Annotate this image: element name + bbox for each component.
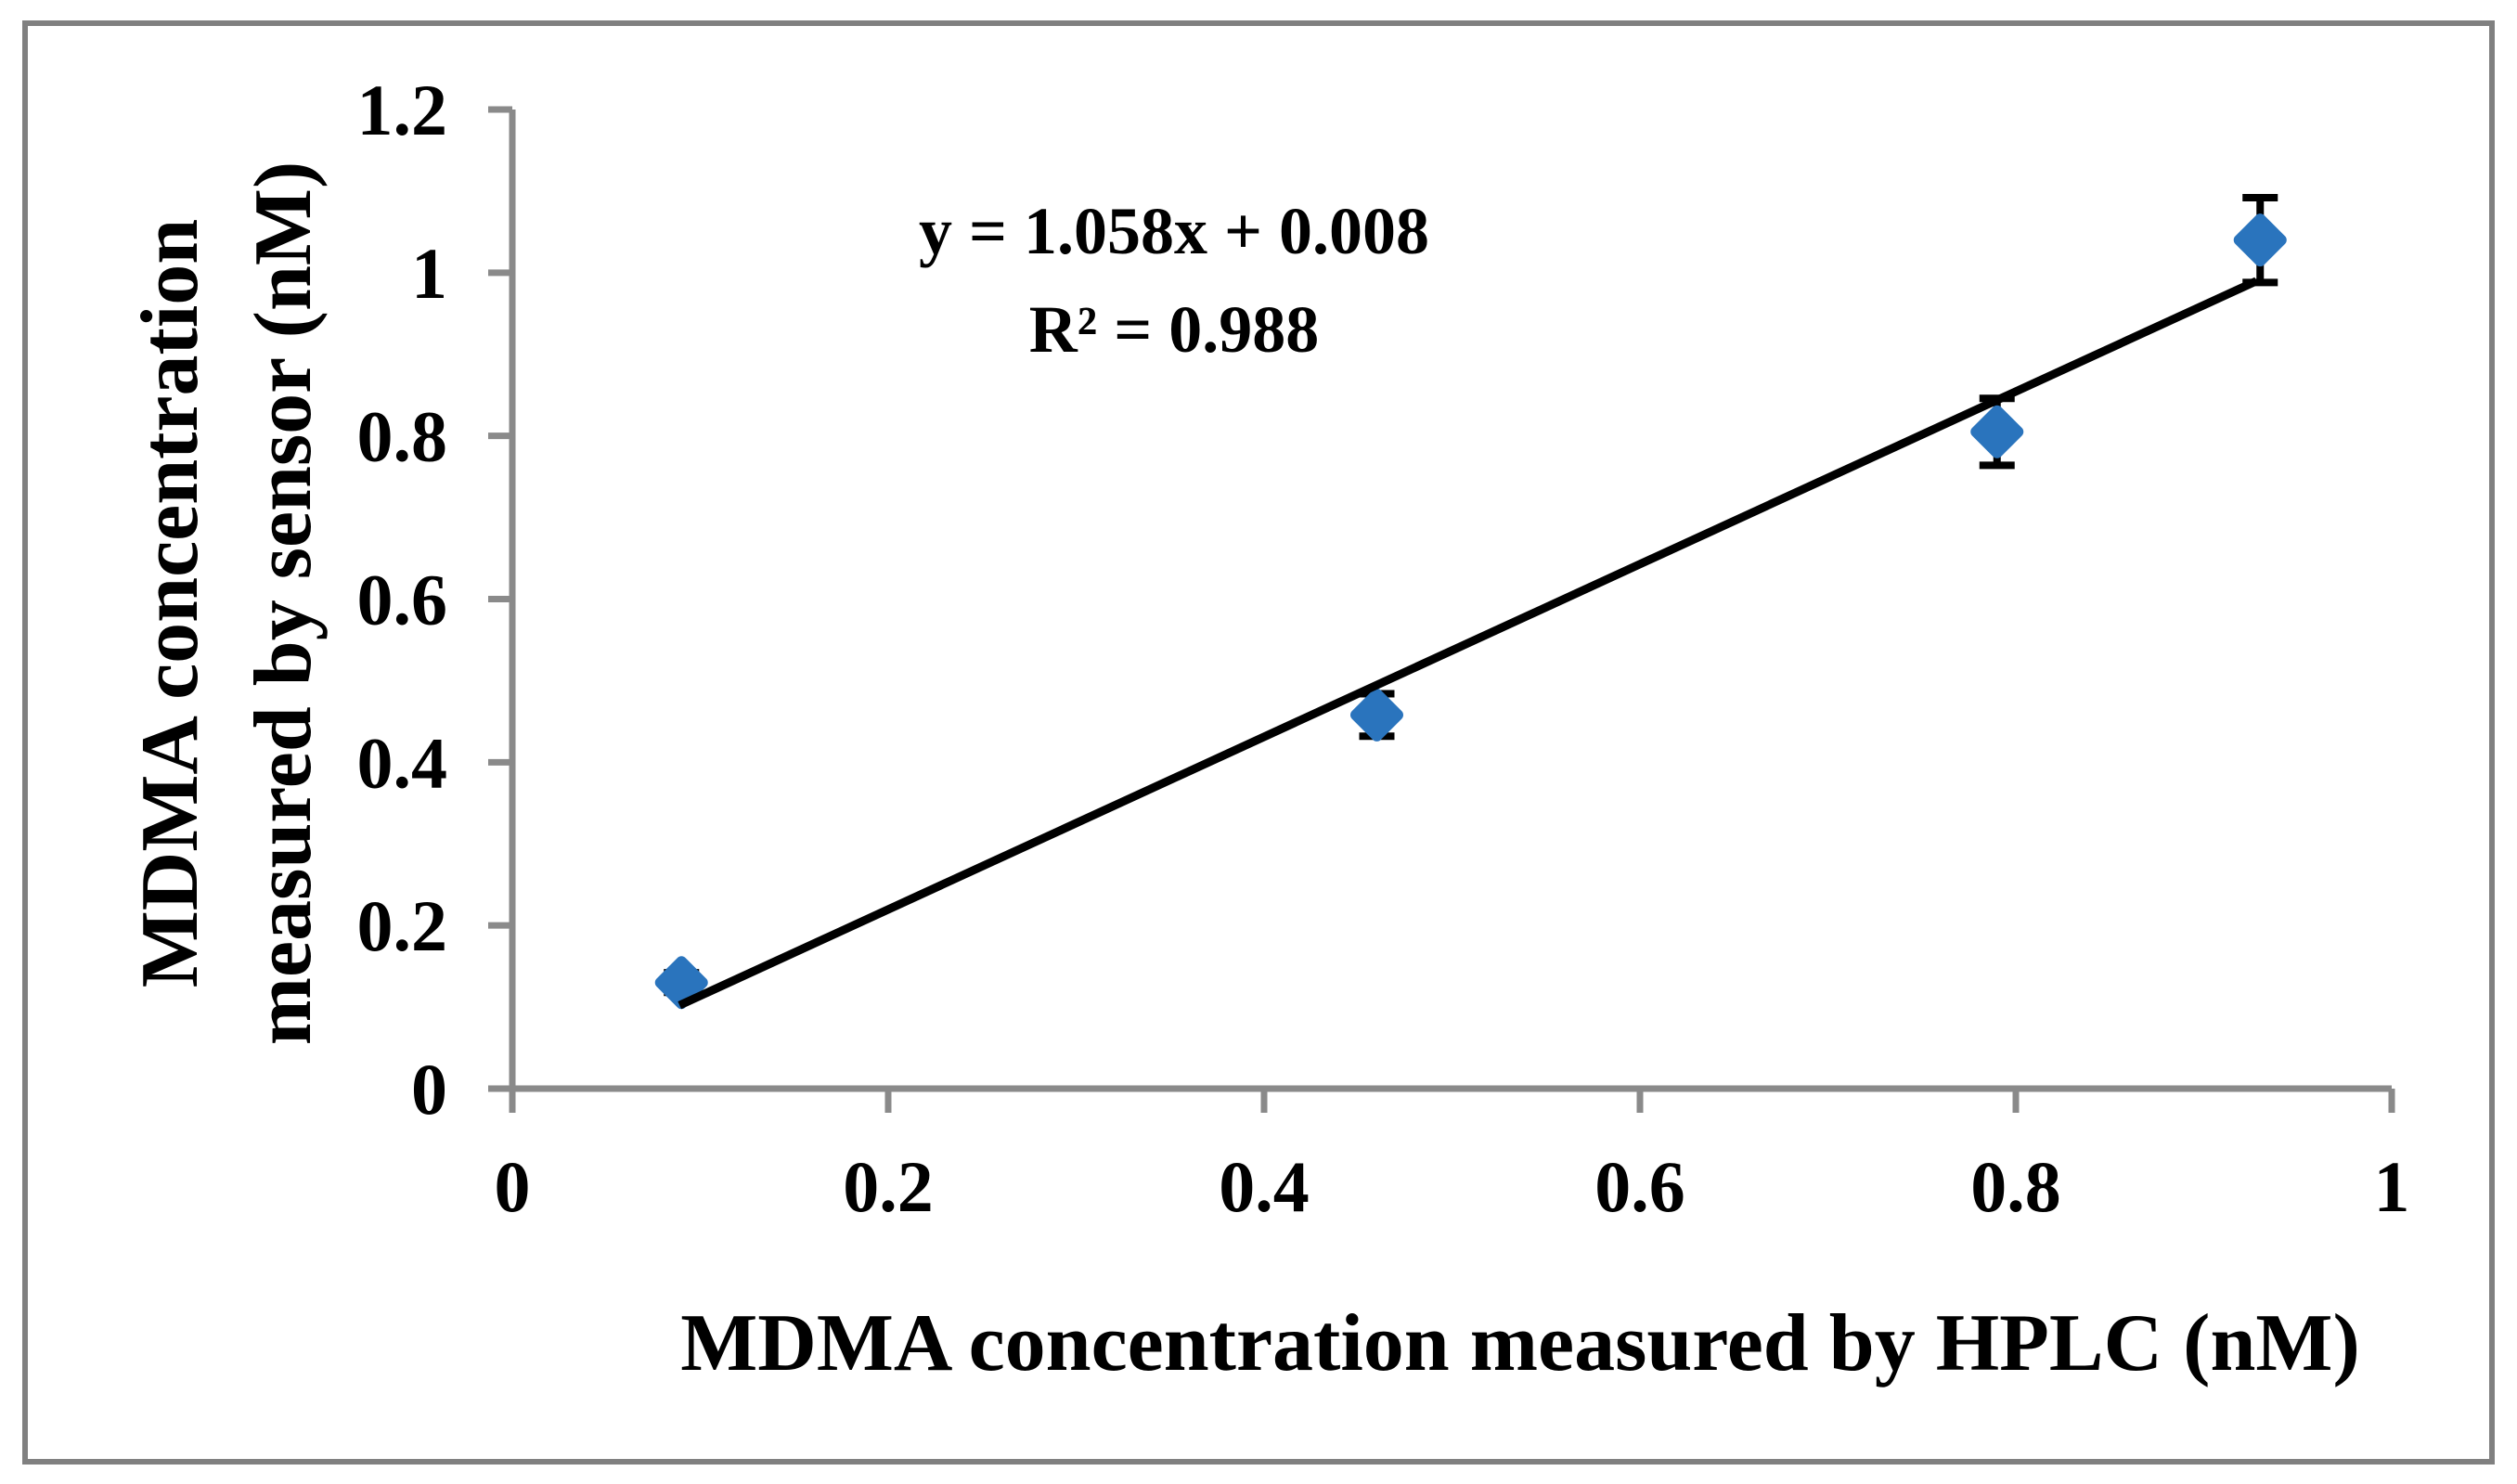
x-tick-label: 0.2	[843, 1146, 934, 1227]
y-tick-label: 0.2	[357, 885, 448, 966]
y-axis-title: MDMA concentration measured by sensor (n…	[114, 161, 341, 1046]
y-tick-label: 0.4	[357, 722, 448, 803]
y-tick-label: 0.6	[357, 560, 448, 640]
y-axis-title-line1: MDMA concentration	[125, 218, 215, 988]
trendline-annotation: y = 1.058x + 0.008 R² = 0.988	[919, 182, 1429, 379]
trendline-equation: y = 1.058x + 0.008	[918, 194, 1430, 268]
x-tick-label: 0.4	[1219, 1146, 1310, 1227]
y-axis-title-line2: measured by sensor (nM)	[239, 161, 329, 1046]
x-tick-label: 0	[495, 1146, 531, 1227]
trendline	[678, 277, 2259, 1010]
r-squared-value: R² = 0.988	[1028, 292, 1320, 367]
y-tick-label: 1.2	[357, 70, 448, 150]
y-tick-label: 0.8	[357, 396, 448, 477]
y-tick-label: 1	[411, 233, 447, 314]
x-axis-title: MDMA concentration measured by HPLC (nM)	[680, 1298, 2360, 1388]
y-tick-label: 0	[411, 1049, 447, 1129]
data-point-marker	[2233, 213, 2287, 267]
x-tick-label: 1	[2374, 1146, 2410, 1227]
x-tick-label: 0.6	[1594, 1146, 1685, 1227]
data-point-marker	[1970, 405, 2024, 458]
axis-lines	[509, 110, 2392, 1092]
x-tick-label: 0.8	[1970, 1146, 2061, 1227]
data-point-marker	[1349, 688, 1404, 742]
